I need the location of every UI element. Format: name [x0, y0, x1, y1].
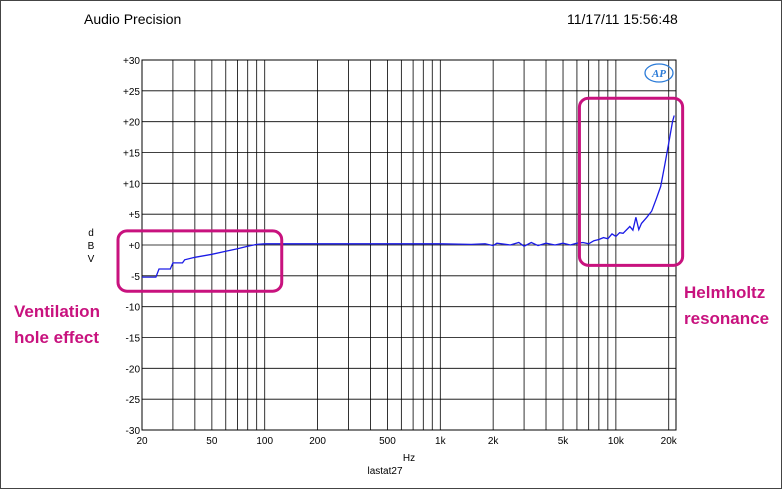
x-tick-label: 20k	[661, 436, 678, 447]
annotation-text: hole effect	[14, 328, 99, 347]
annotation-box	[577, 96, 685, 267]
y-tick-label: +20	[123, 118, 140, 129]
y-tick-label: -25	[126, 395, 141, 406]
y-tick-label: +15	[123, 149, 140, 160]
app-title: Audio Precision	[84, 11, 182, 27]
x-tick-label: 100	[256, 436, 273, 447]
y-axis-label-v: V	[88, 254, 95, 265]
x-tick-label: 5k	[558, 436, 570, 447]
annotation-text: Helmholtz	[684, 283, 765, 302]
y-axis-label-b: B	[88, 241, 95, 252]
y-tick-label: -30	[126, 426, 141, 437]
y-tick-label: -20	[126, 364, 141, 375]
annotation-text: resonance	[684, 309, 769, 328]
y-tick-label: +5	[129, 210, 141, 221]
y-tick-label: +30	[123, 56, 140, 67]
y-tick-label: -15	[126, 334, 141, 345]
annotation-text: Ventilation	[14, 302, 100, 321]
annotation-labels: Ventilation hole effect Helmholtz resonance	[14, 283, 769, 347]
ap-logo-text: AP	[651, 68, 666, 80]
x-tick-label: 2k	[488, 436, 500, 447]
annotation-boxes	[116, 96, 685, 293]
y-tick-label: -5	[131, 272, 140, 283]
series-line	[142, 115, 675, 278]
x-tick-label: 500	[379, 436, 396, 447]
x-tick-labels: 20 50 100 200 500 1k 2k 5k 10k 20k	[136, 436, 677, 447]
x-axis-label: Hz	[403, 453, 415, 464]
footer-label: lastat27	[367, 466, 402, 477]
x-tick-label: 50	[206, 436, 218, 447]
y-tick-label: +0	[129, 241, 141, 252]
y-tick-labels: +30 +25 +20 +15 +10 +5 +0 -5 -10 -15 -20 -25 -30	[123, 56, 140, 437]
ap-logo-icon: AP	[644, 63, 674, 83]
y-tick-label: +10	[123, 179, 140, 190]
timestamp: 11/17/11 15:56:48	[567, 11, 678, 27]
horizontal-gridlines	[142, 59, 676, 431]
annotation-box	[116, 229, 284, 293]
y-tick-label: +25	[123, 87, 140, 98]
x-tick-label: 1k	[435, 436, 447, 447]
x-tick-label: 200	[309, 436, 326, 447]
y-tick-label: -10	[126, 303, 141, 314]
x-tick-label: 10k	[608, 436, 625, 447]
y-axis-label-d: d	[88, 228, 94, 239]
x-tick-label: 20	[136, 436, 148, 447]
